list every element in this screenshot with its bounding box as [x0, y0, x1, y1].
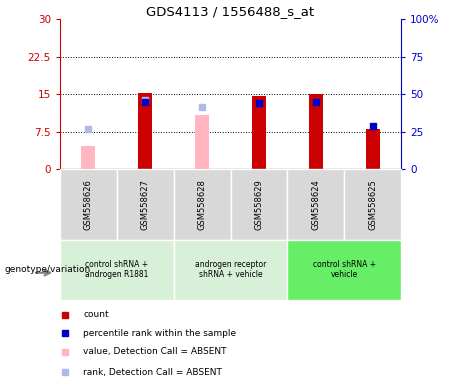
Bar [309, 94, 323, 169]
Text: GSM558624: GSM558624 [311, 179, 320, 230]
Text: GSM558628: GSM558628 [198, 179, 207, 230]
Bar [174, 169, 230, 240]
Text: genotype/variation: genotype/variation [5, 265, 91, 274]
Bar [60, 240, 174, 300]
Bar [195, 115, 209, 169]
Text: GSM558627: GSM558627 [141, 179, 150, 230]
Text: value, Detection Call = ABSENT: value, Detection Call = ABSENT [83, 348, 226, 356]
Bar [252, 96, 266, 169]
Bar [366, 129, 380, 169]
Text: GSM558626: GSM558626 [84, 179, 93, 230]
Title: GDS4113 / 1556488_s_at: GDS4113 / 1556488_s_at [147, 5, 314, 18]
Text: GSM558625: GSM558625 [368, 179, 377, 230]
Bar [60, 169, 117, 240]
Text: control shRNA +
vehicle: control shRNA + vehicle [313, 260, 376, 280]
Text: percentile rank within the sample: percentile rank within the sample [83, 329, 236, 338]
Bar [287, 169, 344, 240]
Bar [138, 93, 152, 169]
Text: androgen receptor
shRNA + vehicle: androgen receptor shRNA + vehicle [195, 260, 266, 280]
Bar [287, 240, 401, 300]
Bar [117, 169, 174, 240]
Text: GSM558629: GSM558629 [254, 179, 263, 230]
Bar [81, 146, 95, 169]
Bar [344, 169, 401, 240]
Text: control shRNA +
androgen R1881: control shRNA + androgen R1881 [85, 260, 148, 280]
Bar [174, 240, 287, 300]
Text: rank, Detection Call = ABSENT: rank, Detection Call = ABSENT [83, 367, 222, 377]
Bar [230, 169, 287, 240]
Text: count: count [83, 310, 109, 319]
